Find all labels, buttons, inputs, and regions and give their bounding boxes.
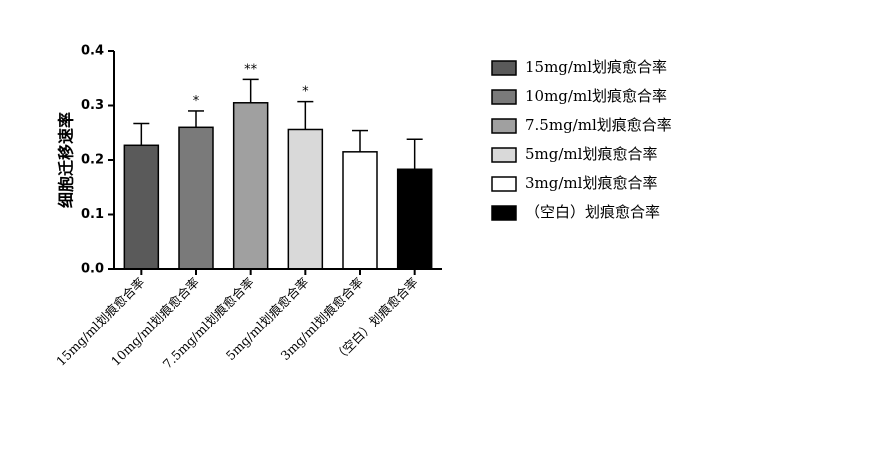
legend-swatch — [491, 205, 517, 221]
legend-swatch — [491, 147, 517, 163]
bar — [123, 144, 160, 270]
bar — [178, 126, 214, 270]
legend-swatch — [491, 60, 517, 76]
y-tick-label: 0.0 — [81, 262, 104, 277]
x-category-label: 7.5mg/ml划痕愈合率 — [160, 275, 257, 372]
significance-marker: * — [193, 94, 200, 109]
legend-label: 10mg/ml划痕愈合率 — [525, 87, 667, 105]
x-category-label: 15mg/ml划痕愈合率 — [53, 275, 147, 369]
y-tick-label: 0.3 — [81, 98, 104, 113]
legend-swatch — [491, 118, 517, 134]
bar — [232, 102, 269, 270]
bar — [287, 128, 324, 270]
legend: 15mg/ml划痕愈合率 10mg/ml划痕愈合率 7.5mg/ml划痕愈合率 5mg… — [491, 58, 672, 221]
y-axis: 0.0 0.1 0.2 0.3 0.4 — [81, 44, 115, 277]
significance-marker: ** — [244, 62, 258, 77]
legend-label: 5mg/ml划痕愈合率 — [525, 145, 657, 163]
legend-label: 7.5mg/ml划痕愈合率 — [525, 116, 672, 134]
legend-label: （空白）划痕愈合率 — [525, 203, 660, 221]
x-axis: 15mg/ml划痕愈合率10mg/ml划痕愈合率7.5mg/ml划痕愈合率5mg… — [53, 268, 442, 372]
legend-label: 3mg/ml划痕愈合率 — [525, 174, 657, 192]
significance-marker: * — [302, 85, 309, 100]
y-tick-label: 0.1 — [81, 207, 104, 222]
y-tick-label: 0.2 — [81, 153, 104, 168]
plot-area: **** — [123, 62, 433, 270]
legend-swatch — [491, 89, 517, 105]
legend-label: 15mg/ml划痕愈合率 — [525, 58, 667, 76]
y-tick-label: 0.4 — [81, 44, 104, 59]
bar — [396, 168, 433, 270]
bar — [342, 151, 378, 270]
legend-swatch — [491, 176, 517, 192]
y-axis-label: 细胞迁移速率 — [57, 112, 76, 208]
